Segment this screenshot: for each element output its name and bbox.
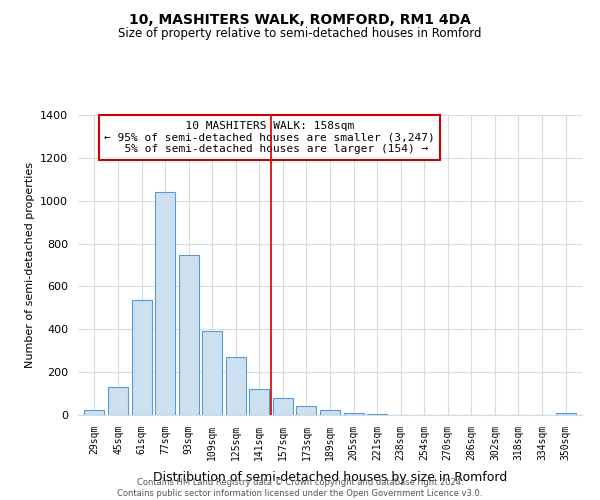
Y-axis label: Number of semi-detached properties: Number of semi-detached properties — [25, 162, 35, 368]
Bar — [250, 390, 269, 415]
Bar — [108, 387, 128, 415]
Bar — [273, 398, 293, 415]
Bar — [556, 413, 575, 415]
Bar — [367, 414, 387, 415]
Bar — [344, 414, 364, 415]
Text: Size of property relative to semi-detached houses in Romford: Size of property relative to semi-detach… — [118, 28, 482, 40]
X-axis label: Distribution of semi-detached houses by size in Romford: Distribution of semi-detached houses by … — [153, 471, 507, 484]
Bar — [179, 254, 199, 415]
Bar — [155, 192, 175, 415]
Bar — [296, 406, 316, 415]
Bar — [85, 410, 104, 415]
Bar — [202, 332, 222, 415]
Bar — [131, 300, 152, 415]
Text: 10 MASHITERS WALK: 158sqm  
← 95% of semi-detached houses are smaller (3,247)
  : 10 MASHITERS WALK: 158sqm ← 95% of semi-… — [104, 121, 435, 154]
Bar — [320, 410, 340, 415]
Bar — [226, 357, 246, 415]
Text: 10, MASHITERS WALK, ROMFORD, RM1 4DA: 10, MASHITERS WALK, ROMFORD, RM1 4DA — [129, 12, 471, 26]
Text: Contains HM Land Registry data © Crown copyright and database right 2024.
Contai: Contains HM Land Registry data © Crown c… — [118, 478, 482, 498]
